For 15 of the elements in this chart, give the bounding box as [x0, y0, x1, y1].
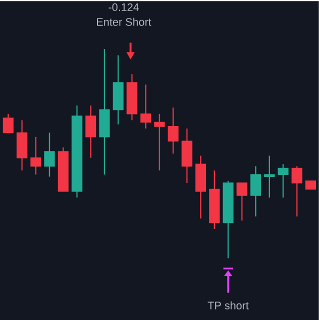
candlestick [85, 104, 96, 158]
candlestick [250, 166, 262, 218]
candlestick [292, 166, 302, 218]
candlestick [264, 155, 275, 198]
candlestick [140, 84, 152, 130]
text: TP short [208, 301, 249, 310]
candlestick [2, 113, 14, 134]
candlestick [278, 164, 289, 198]
candlestick [44, 132, 55, 178]
candlestick [236, 182, 248, 222]
candlestick [30, 136, 42, 176]
candlestick [168, 107, 179, 154]
text: -0.124 [108, 3, 139, 12]
candlestick [154, 113, 165, 171]
text: Enter Short [97, 18, 152, 26]
